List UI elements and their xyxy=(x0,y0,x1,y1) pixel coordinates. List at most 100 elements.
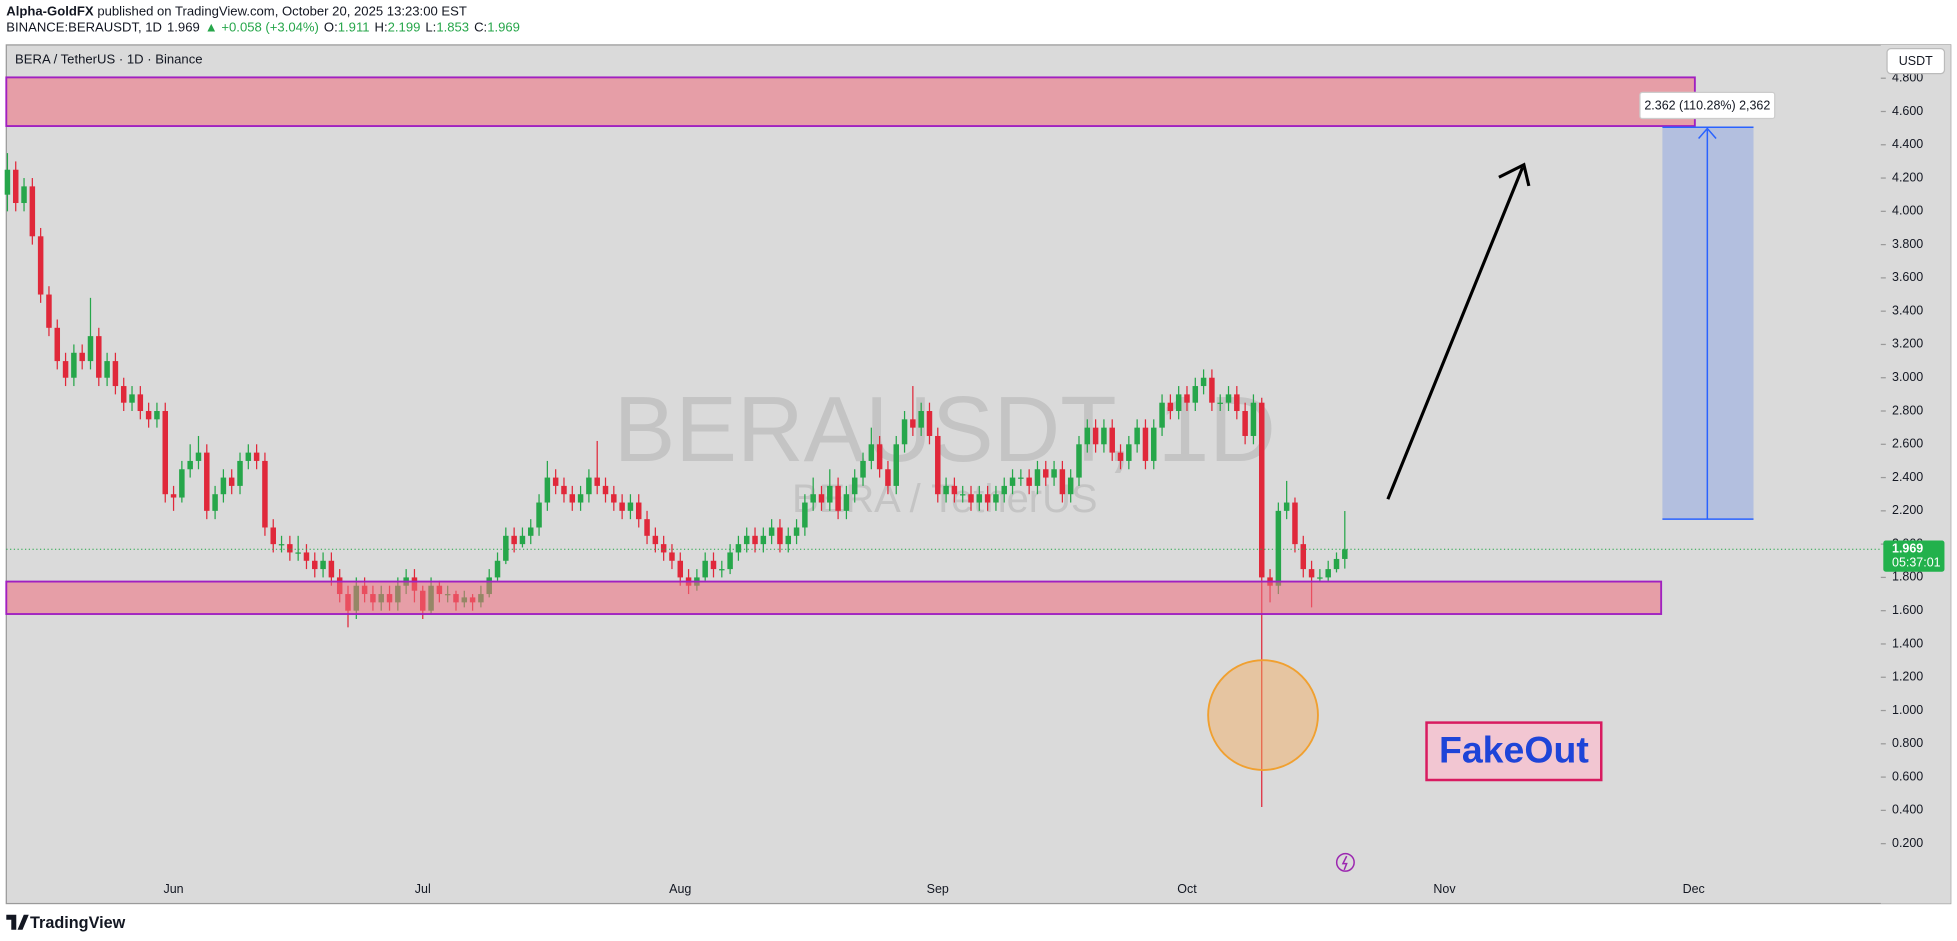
candle-body xyxy=(96,336,102,378)
candle-body xyxy=(677,560,684,578)
candle-body xyxy=(644,519,650,536)
candle-body xyxy=(710,560,717,570)
low: 1.853 xyxy=(436,20,469,35)
candle-body xyxy=(1209,377,1215,403)
y-tick-label: 3.800 xyxy=(1892,237,1923,251)
drawings: 2.362 (110.28%) 2,362 FakeOut xyxy=(5,76,1776,872)
candle-body xyxy=(1092,427,1099,445)
candle-body xyxy=(1325,569,1331,578)
candle-body xyxy=(79,352,85,362)
x-axis: Jun Jul Aug Sep Oct Nov Dec xyxy=(164,882,1705,896)
y-tick-label: 0.600 xyxy=(1892,769,1923,783)
chart-title: BERA / TetherUS · 1D · Binance xyxy=(15,51,203,66)
candle-body xyxy=(1283,502,1290,511)
candle-body xyxy=(212,494,218,511)
candle-body xyxy=(843,494,850,511)
event-icon xyxy=(1335,852,1355,872)
candle-body xyxy=(893,444,899,486)
candle-body xyxy=(1117,452,1124,461)
candle-body xyxy=(320,560,326,570)
candle-body xyxy=(885,469,891,486)
candle-body xyxy=(935,435,941,495)
change: ▲ +0.058 (+3.04%) xyxy=(205,20,319,35)
candle-body xyxy=(1051,469,1057,478)
candle-body xyxy=(129,394,135,403)
watermark-subtitle: BERA / TetherUS xyxy=(792,477,1097,521)
candle-body xyxy=(810,494,816,503)
candle-body xyxy=(586,477,592,495)
candle-body xyxy=(793,527,800,536)
candle-body xyxy=(569,494,576,503)
arrow xyxy=(1386,166,1525,500)
y-tick-label: 1.200 xyxy=(1892,670,1923,684)
candle-body xyxy=(204,452,210,511)
candle-body xyxy=(145,411,152,420)
candle-body xyxy=(860,460,866,478)
candle-body xyxy=(112,361,119,387)
candle-body xyxy=(536,502,542,528)
candle-body xyxy=(4,169,11,195)
y-tick-label: 3.600 xyxy=(1892,270,1923,284)
candle-body xyxy=(528,527,534,536)
candle-body xyxy=(21,186,27,204)
c-label: C: xyxy=(474,20,487,35)
candle-body xyxy=(1159,402,1165,428)
measure-label: 2.362 (110.28%) 2,362 xyxy=(1644,98,1770,112)
candle-body xyxy=(652,535,659,545)
candle-body xyxy=(245,452,252,461)
candle-body xyxy=(851,477,858,495)
x-tick-label: Jun xyxy=(164,882,184,896)
x-tick-label: Sep xyxy=(927,882,949,896)
candle-body xyxy=(1009,477,1016,486)
candle-body xyxy=(1242,411,1248,436)
candle-body xyxy=(1317,577,1323,579)
header-quote: BINANCE:BERAUSDT, 1D 1.969 ▲ +0.058 (+3.04… xyxy=(6,20,520,35)
fakeout-label: FakeOut xyxy=(1439,728,1589,770)
candle-body xyxy=(162,411,168,495)
candle-body xyxy=(984,494,991,503)
publisher: Alpha-GoldFX xyxy=(6,4,94,19)
candle-body xyxy=(959,494,966,496)
support-zone xyxy=(5,580,1663,615)
candle-body xyxy=(511,535,517,545)
candle-body xyxy=(835,485,841,511)
candle-body xyxy=(951,485,958,495)
y-tick-label: 2.200 xyxy=(1892,503,1923,517)
y-tick-label: 2.800 xyxy=(1892,403,1923,417)
candle-body xyxy=(287,544,293,553)
last-price: 1.969 xyxy=(167,20,200,35)
candle-body xyxy=(1333,558,1340,570)
h-label: H: xyxy=(375,20,388,35)
candle-body xyxy=(752,535,758,545)
candle-body xyxy=(154,411,160,420)
candle-body xyxy=(818,494,825,503)
y-tick-label: 4.000 xyxy=(1892,204,1923,218)
candle-body xyxy=(1101,427,1107,445)
candle-body xyxy=(777,527,783,545)
candle-body xyxy=(1217,402,1223,404)
candle-body xyxy=(494,560,501,578)
candle-body xyxy=(602,485,609,495)
measure-label-box xyxy=(1639,91,1776,120)
candle-body xyxy=(104,361,110,378)
event-bolt xyxy=(1341,855,1348,871)
candle-body xyxy=(1151,427,1157,461)
y-axis: 0.200 0.400 0.600 0.800 1.000 1.200 1.400 1.600… xyxy=(1880,71,1923,850)
candle-body xyxy=(1308,569,1315,578)
candle-body xyxy=(220,477,227,495)
candle-body xyxy=(1109,427,1115,453)
candle-body xyxy=(187,460,193,470)
candle-body xyxy=(868,444,875,461)
candle-body xyxy=(62,361,69,378)
y-tick-label: 1.400 xyxy=(1892,636,1923,650)
candle-body xyxy=(1126,444,1132,461)
last-price-box xyxy=(1883,540,1945,572)
resistance-zone xyxy=(5,76,1696,127)
candle-body xyxy=(1342,549,1348,559)
candle-body xyxy=(993,494,999,503)
y-tick-label: 4.200 xyxy=(1892,170,1923,184)
candle-body xyxy=(1184,394,1190,403)
candle-body xyxy=(1059,469,1066,495)
symbol: BINANCE:BERAUSDT, 1D xyxy=(6,20,162,35)
candle-body xyxy=(1250,402,1257,436)
